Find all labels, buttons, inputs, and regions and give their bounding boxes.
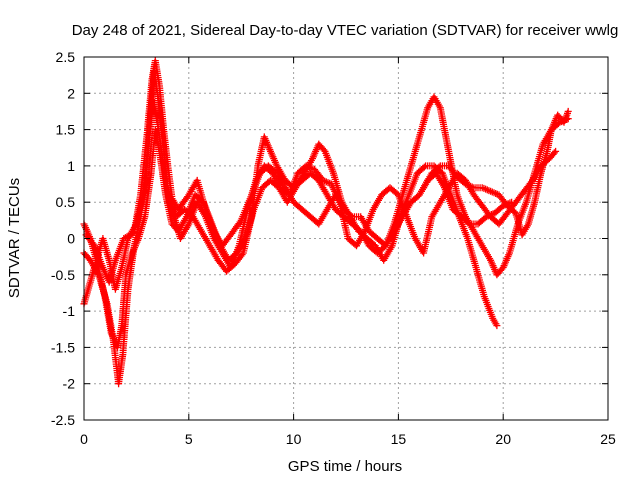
data-point: [435, 163, 443, 171]
chart-title: Day 248 of 2021, Sidereal Day-to-day VTE…: [72, 22, 619, 39]
x-tick-label: 5: [185, 431, 193, 447]
data-point: [304, 163, 312, 171]
x-tick-label: 15: [391, 431, 407, 447]
y-tick-label: 2: [67, 85, 75, 101]
x-tick-label: 25: [600, 431, 616, 447]
x-tick-label: 20: [495, 431, 511, 447]
x-axis-label: GPS time / hours: [288, 458, 402, 475]
y-tick-label: -1: [63, 303, 76, 319]
y-axis-label: SDTVAR / TECUs: [6, 178, 23, 298]
axis-ticks: [83, 56, 609, 421]
x-tick-labels: 0 5 10 15 20 25: [80, 431, 616, 447]
y-tick-label: -0.5: [51, 267, 75, 283]
data-point: [420, 163, 428, 171]
data-point: [493, 322, 501, 330]
y-tick-label: 2.5: [56, 49, 76, 65]
data-points: [80, 57, 572, 388]
data-point: [564, 107, 572, 115]
data-point: [238, 251, 246, 259]
data-series-satellite-track-5: [420, 107, 572, 239]
x-tick-label: 10: [286, 431, 302, 447]
data-series-satellite-track-4: [82, 68, 560, 286]
y-tick-label: 1: [67, 158, 75, 174]
y-tick-label: 1.5: [56, 122, 76, 138]
y-tick-label: -2: [63, 376, 76, 392]
data-point: [492, 190, 500, 197]
data-point: [483, 186, 491, 194]
data-point: [464, 219, 472, 227]
y-tick-label: -1.5: [51, 339, 75, 355]
y-tick-labels: -2.5 -2 -1.5 -1 -0.5 0 0.5 1 1.5 2 2.5: [51, 49, 75, 428]
data-point: [462, 180, 469, 188]
x-tick-label: 0: [80, 431, 88, 447]
y-tick-label: 0: [67, 231, 75, 247]
data-point: [552, 147, 560, 155]
y-tick-label: 0.5: [56, 194, 76, 210]
data-point: [550, 149, 558, 157]
y-tick-label: -2.5: [51, 412, 75, 428]
